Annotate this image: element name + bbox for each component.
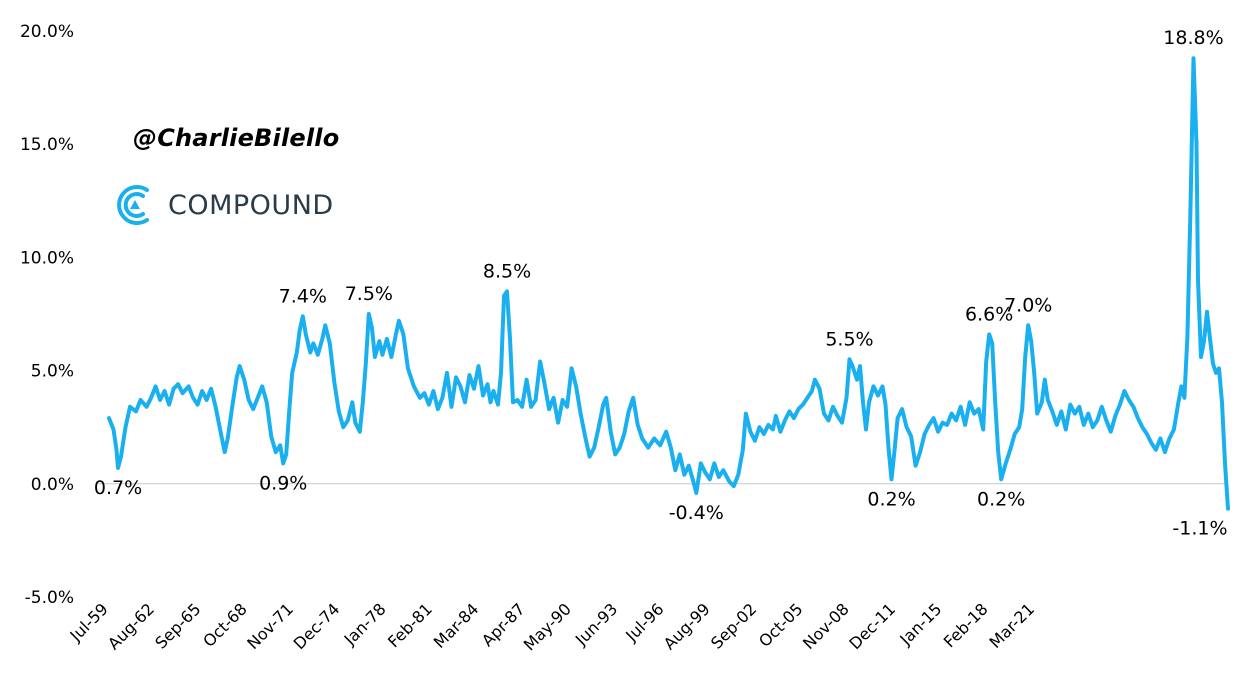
x-tick-label: Feb-81 (384, 599, 436, 651)
x-tick-label: Nov-08 (799, 599, 853, 653)
x-tick-label: Aug-62 (104, 599, 158, 653)
y-tick-label: 0.0% (31, 475, 74, 495)
data-label: 0.2% (867, 488, 915, 510)
x-tick-label: Sep-65 (151, 599, 204, 652)
data-label: 0.9% (259, 472, 307, 494)
data-label: 0.2% (977, 488, 1025, 510)
data-label: 6.6% (965, 303, 1013, 325)
x-tick-label: Dec-11 (845, 599, 899, 653)
data-label: 7.4% (279, 285, 327, 307)
x-axis-ticks: Jul-59Aug-62Sep-65Oct-68Nov-71Dec-74Jan-… (66, 599, 1039, 654)
x-tick-label: Feb-18 (940, 599, 992, 651)
x-tick-label: Jun-93 (571, 599, 621, 649)
watermark-handle: @CharlieBilello (133, 124, 340, 152)
brand-block: COMPOUND (110, 180, 334, 230)
x-tick-label: Dec-74 (290, 599, 344, 653)
x-tick-label: Sep-02 (707, 599, 760, 652)
compound-logo-icon (117, 185, 149, 225)
data-label: 5.5% (825, 328, 873, 350)
data-label: 7.0% (1004, 294, 1052, 316)
x-tick-label: Mar-84 (430, 599, 483, 652)
data-labels: 0.7% 0.9% 7.4% 7.5% 8.5% -0.4% 5.5% 0.2% 6.6% 0.2… (94, 27, 1228, 540)
x-tick-label: Oct-05 (755, 599, 806, 650)
series-line (107, 56, 1230, 511)
x-tick-label: May-90 (520, 599, 575, 654)
data-label: -1.1% (1172, 518, 1227, 540)
x-tick-label: Oct-68 (199, 599, 250, 650)
data-label: -0.4% (669, 502, 724, 524)
y-tick-label: -5.0% (25, 588, 74, 608)
x-tick-label: Jan-15 (895, 599, 945, 649)
y-tick-label: 15.0% (20, 135, 74, 155)
x-tick-label: Mar-21 (986, 599, 1039, 652)
brand-name: COMPOUND (168, 189, 334, 221)
data-label: 18.8% (1163, 27, 1223, 49)
data-label: 0.7% (94, 477, 142, 499)
y-axis-ticks: 20.0% 15.0% 10.0% 5.0% 0.0% -5.0% (20, 22, 74, 608)
y-tick-label: 10.0% (20, 248, 74, 268)
y-tick-label: 20.0% (20, 22, 74, 42)
x-tick-label: Aug-99 (660, 599, 714, 653)
data-label: 7.5% (345, 283, 393, 305)
data-label: 8.5% (483, 260, 531, 282)
y-tick-label: 5.0% (31, 362, 74, 382)
x-tick-label: Jan-78 (340, 599, 390, 649)
x-tick-label: Nov-71 (243, 599, 297, 653)
